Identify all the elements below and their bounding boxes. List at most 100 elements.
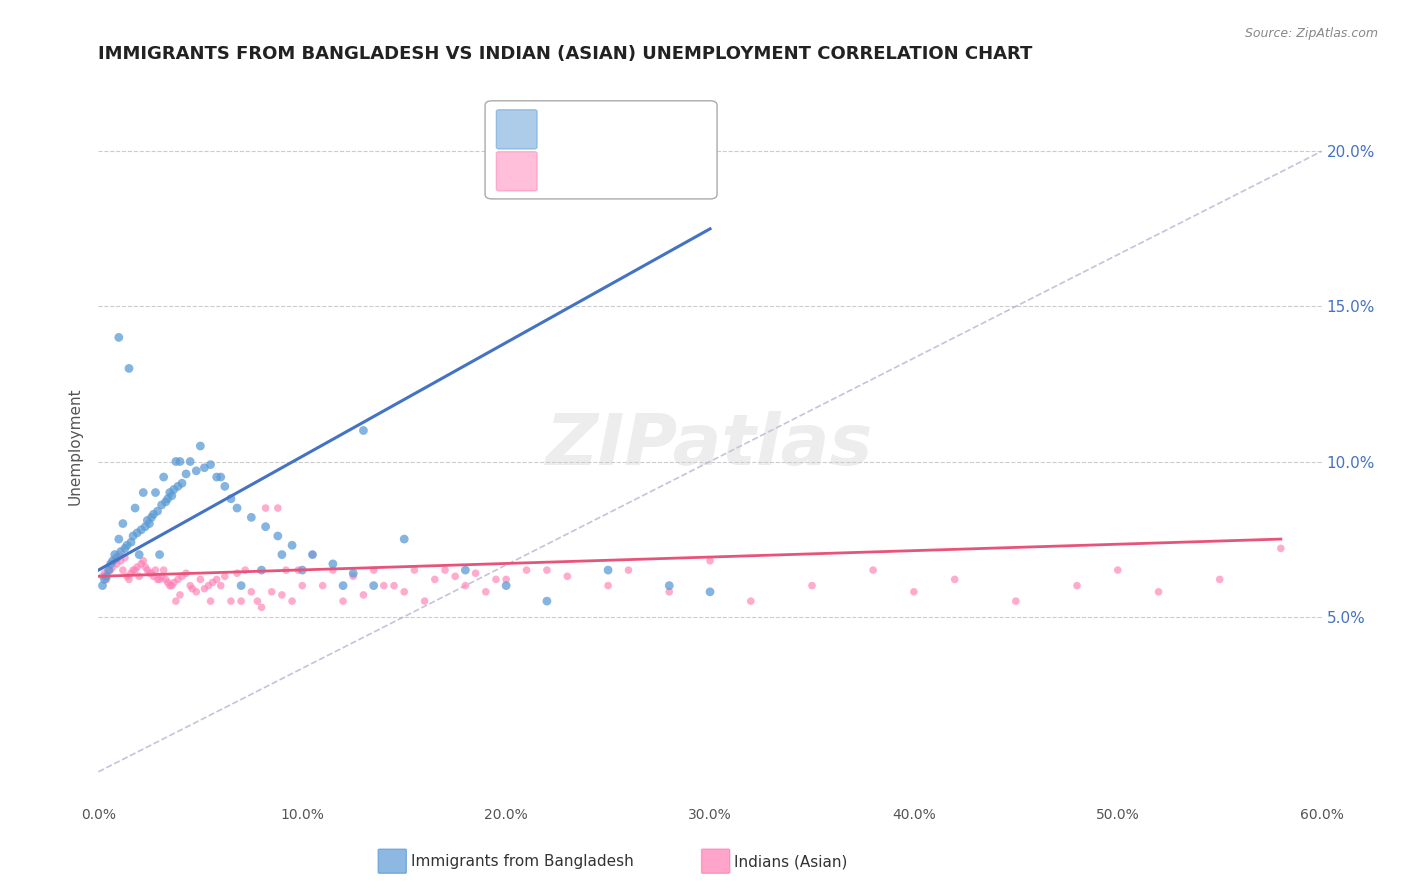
Point <box>658 579 681 593</box>
Point <box>246 594 269 608</box>
Point <box>93 573 115 587</box>
Point <box>118 361 141 376</box>
Point <box>105 557 128 571</box>
Point <box>146 504 169 518</box>
Point <box>260 584 283 599</box>
Text: N =: N = <box>633 118 669 136</box>
Point <box>145 485 167 500</box>
Point <box>214 479 236 493</box>
Point <box>142 508 165 522</box>
Point <box>1107 563 1129 577</box>
Point <box>495 573 517 587</box>
Point <box>101 560 124 574</box>
Point <box>413 594 436 608</box>
Point <box>312 579 335 593</box>
Point <box>122 563 145 577</box>
Point <box>291 563 314 577</box>
Point <box>134 519 156 533</box>
Point <box>363 563 385 577</box>
Point <box>250 563 273 577</box>
Point <box>134 560 156 574</box>
Point <box>342 569 364 583</box>
Point <box>352 588 374 602</box>
Point <box>122 529 145 543</box>
Point <box>250 600 273 615</box>
Point <box>200 594 222 608</box>
Point <box>699 584 721 599</box>
Point <box>145 563 167 577</box>
Point <box>464 566 486 581</box>
Point <box>332 594 354 608</box>
Point <box>170 569 193 583</box>
Text: 0.429: 0.429 <box>578 118 631 136</box>
Point <box>115 538 138 552</box>
Point <box>188 573 212 587</box>
Point <box>146 573 169 587</box>
Point <box>100 563 122 577</box>
Point <box>101 554 124 568</box>
Point <box>342 566 364 581</box>
Point <box>188 439 212 453</box>
Point <box>114 550 136 565</box>
Point <box>100 557 122 571</box>
Point <box>179 454 201 468</box>
Point <box>658 584 681 599</box>
Point <box>108 330 131 344</box>
Point <box>114 541 136 556</box>
Point <box>1209 573 1232 587</box>
Point <box>209 470 232 484</box>
Point <box>404 563 426 577</box>
Point <box>159 579 181 593</box>
Point <box>150 569 173 583</box>
Point <box>110 554 132 568</box>
Point <box>97 563 120 577</box>
Point <box>240 510 263 524</box>
Point <box>167 479 190 493</box>
Point <box>163 575 186 590</box>
Point <box>231 594 253 608</box>
Point <box>155 573 177 587</box>
Point <box>231 579 253 593</box>
Point <box>104 548 127 562</box>
Point <box>129 523 152 537</box>
Point <box>392 584 416 599</box>
Point <box>169 454 191 468</box>
Point <box>186 464 208 478</box>
Point <box>150 498 173 512</box>
Point <box>132 485 155 500</box>
Point <box>127 560 149 574</box>
Point <box>382 579 405 593</box>
Point <box>254 519 277 533</box>
Point <box>110 544 132 558</box>
Point <box>159 485 181 500</box>
Point <box>155 495 177 509</box>
Point <box>1066 579 1088 593</box>
Point <box>474 584 498 599</box>
Point <box>219 594 242 608</box>
Point <box>205 470 228 484</box>
Point <box>138 516 160 531</box>
Point <box>111 563 134 577</box>
Point <box>454 579 477 593</box>
Point <box>485 573 508 587</box>
Point <box>197 579 219 593</box>
Point <box>392 532 416 546</box>
Point <box>699 554 721 568</box>
Point <box>267 529 290 543</box>
Point <box>209 579 232 593</box>
Point <box>233 563 256 577</box>
Point <box>128 569 150 583</box>
Point <box>226 501 249 516</box>
Point <box>167 573 190 587</box>
Point <box>943 573 966 587</box>
Text: R =: R = <box>544 118 581 136</box>
Text: N =: N = <box>633 161 669 178</box>
Point <box>108 532 131 546</box>
Point <box>801 579 824 593</box>
Point <box>267 501 290 516</box>
Point <box>141 566 163 581</box>
Point <box>105 550 128 565</box>
Point <box>200 458 222 472</box>
Point <box>165 454 187 468</box>
Point <box>129 557 152 571</box>
